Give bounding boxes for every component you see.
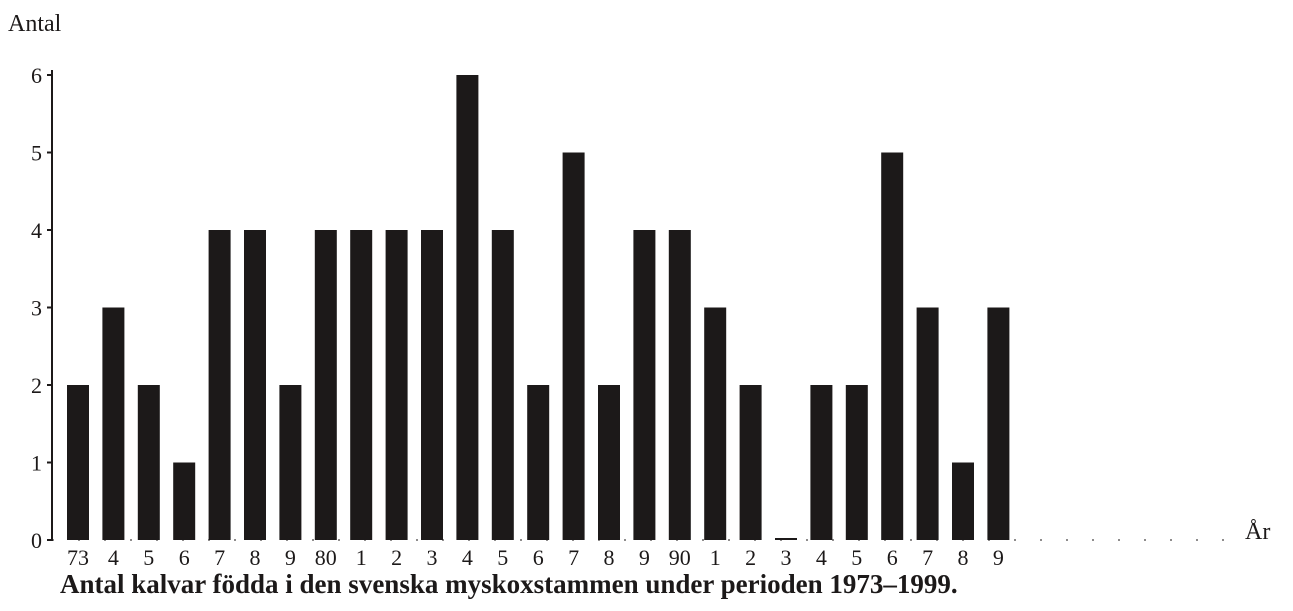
x-tick-label: 7 <box>922 545 933 570</box>
x-tick-label: 9 <box>993 545 1004 570</box>
x-tick-label: 9 <box>639 545 650 570</box>
bar <box>810 385 833 540</box>
bar <box>562 152 585 540</box>
bar <box>668 230 691 540</box>
bar <box>775 538 797 540</box>
x-tick-label: 7 <box>568 545 579 570</box>
x-tick-label: 5 <box>497 545 508 570</box>
bar <box>598 385 620 540</box>
bar <box>456 75 479 540</box>
y-tick-label: 0 <box>31 528 42 553</box>
y-tick-label: 1 <box>31 451 42 476</box>
bar <box>385 230 408 540</box>
x-tick-label: 4 <box>108 545 119 570</box>
x-tick-label: 1 <box>710 545 721 570</box>
bar <box>350 230 373 540</box>
x-tick-label: 73 <box>67 545 89 570</box>
bar <box>67 385 89 540</box>
bar <box>173 462 196 540</box>
x-tick-label: 2 <box>745 545 756 570</box>
x-tick-label: 2 <box>391 545 402 570</box>
x-tick-label: 5 <box>851 545 862 570</box>
bar <box>491 230 514 540</box>
x-tick-label: 4 <box>816 545 827 570</box>
x-axis-ticks: 73 4 5 6 7 8 9 80 1 2 3 4 5 6 7 8 9 90 1 2 3 4 5 6 7 8 9 <box>67 545 1004 570</box>
y-tick-label: 6 <box>31 63 42 88</box>
bar <box>279 385 302 540</box>
bar <box>633 230 656 540</box>
bar <box>881 152 904 540</box>
bar <box>952 462 974 540</box>
x-tick-label: 9 <box>285 545 296 570</box>
bar <box>845 385 868 540</box>
x-tick-label: 6 <box>533 545 544 570</box>
x-tick-label: 3 <box>781 545 792 570</box>
y-axis-title: Antal <box>8 11 62 37</box>
bar <box>421 230 443 540</box>
bar <box>208 230 231 540</box>
x-tick-label: 8 <box>958 545 969 570</box>
bar <box>527 385 550 540</box>
x-tick-label: 5 <box>143 545 154 570</box>
bar <box>244 230 266 540</box>
bar <box>704 307 727 540</box>
x-tick-label: 3 <box>427 545 438 570</box>
y-tick-label: 5 <box>31 141 42 166</box>
x-tick-label: 4 <box>462 545 473 570</box>
bar <box>102 307 125 540</box>
bar <box>916 307 939 540</box>
bar <box>314 230 337 540</box>
chart-caption: Antal kalvar födda i den svenska myskoxs… <box>60 569 958 599</box>
y-tick-label: 4 <box>31 218 42 243</box>
x-tick-label: 6 <box>887 545 898 570</box>
x-tick-label: 8 <box>250 545 261 570</box>
x-tick-label: 80 <box>315 545 337 570</box>
x-tick-label: 1 <box>356 545 367 570</box>
x-axis-title: År <box>1245 519 1270 545</box>
bars <box>67 75 1010 540</box>
x-tick-label: 90 <box>669 545 691 570</box>
y-tick-label: 2 <box>31 373 42 398</box>
bar <box>137 385 160 540</box>
bar <box>987 307 1010 540</box>
x-tick-label: 7 <box>214 545 225 570</box>
x-tick-label: 6 <box>179 545 190 570</box>
bar <box>739 385 762 540</box>
x-tick-label: 8 <box>604 545 615 570</box>
y-tick-label: 3 <box>31 296 42 321</box>
y-axis-ticks: 0 1 2 3 4 5 6 <box>31 63 52 553</box>
